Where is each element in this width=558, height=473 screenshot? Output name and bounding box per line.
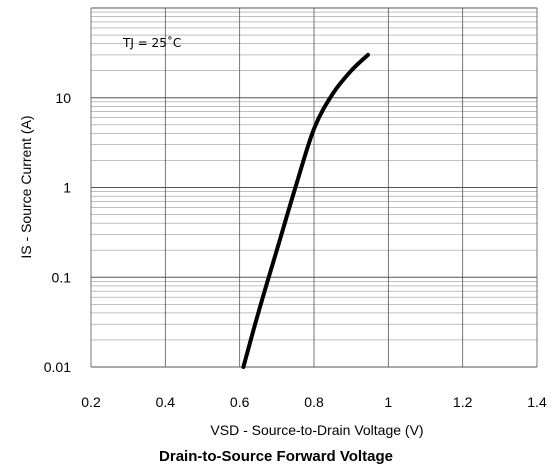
x-tick-label: 1.4	[527, 394, 547, 410]
y-tick-labels: 0.01 0.1 1 10	[44, 90, 71, 375]
y-tick-label: 0.01	[44, 359, 71, 375]
series-layer	[241, 52, 370, 369]
x-axis-title: VSD - Source-to-Drain Voltage (V)	[210, 422, 423, 438]
y-axis-title: IS - Source Current (A)	[18, 115, 34, 258]
x-tick-label: 0.2	[81, 394, 101, 410]
x-tick-label: 1	[384, 394, 392, 410]
chart-title: Drain-to-Source Forward Voltage	[159, 448, 393, 465]
x-tick-label: 0.6	[230, 394, 250, 410]
y-tick-label: 0.1	[52, 269, 72, 285]
x-tick-label: 0.8	[304, 394, 324, 410]
temperature-annotation: TJ = 25˚C	[122, 35, 181, 50]
x-tick-label: 0.4	[156, 394, 176, 410]
y-tick-label: 10	[55, 90, 71, 106]
y-tick-label: 1	[63, 180, 71, 196]
source-current-curve	[241, 52, 370, 369]
x-tick-label: 1.2	[453, 394, 473, 410]
x-tick-labels: 0.2 0.4 0.6 0.8 1 1.2 1.4	[81, 394, 547, 410]
major-gridlines	[90, 7, 538, 368]
